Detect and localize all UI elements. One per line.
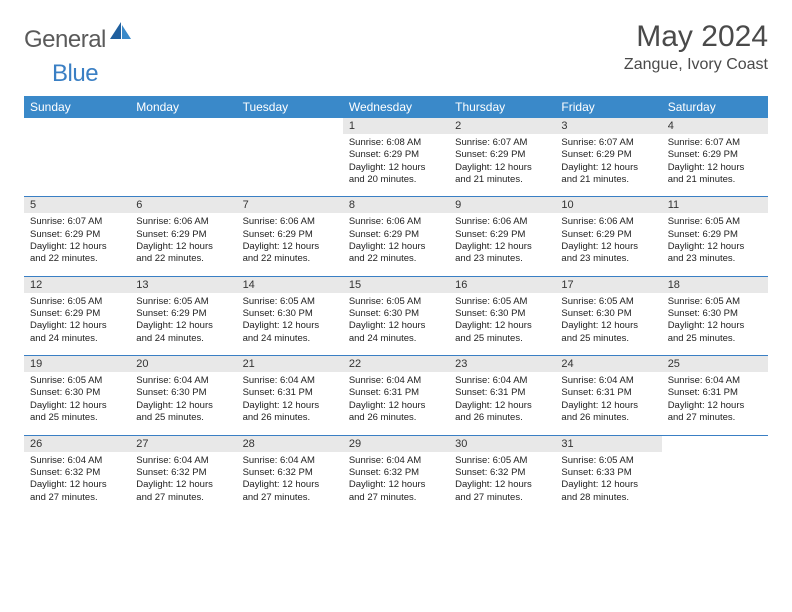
day-detail-row: Sunrise: 6:07 AMSunset: 6:29 PMDaylight:… — [24, 213, 768, 276]
day-number-cell: 18 — [662, 277, 768, 293]
day-detail-cell: Sunrise: 6:04 AMSunset: 6:30 PMDaylight:… — [130, 372, 236, 435]
day-number-cell: 3 — [555, 118, 661, 134]
day-detail-cell: Sunrise: 6:05 AMSunset: 6:29 PMDaylight:… — [24, 293, 130, 356]
day-number-cell: 28 — [237, 436, 343, 452]
day-detail-cell: Sunrise: 6:05 AMSunset: 6:30 PMDaylight:… — [555, 293, 661, 356]
day-number-cell: 19 — [24, 356, 130, 372]
day-detail-cell: Sunrise: 6:05 AMSunset: 6:30 PMDaylight:… — [343, 293, 449, 356]
day-header-sat: Saturday — [662, 96, 768, 118]
day-number-cell: 11 — [662, 197, 768, 213]
day-detail-cell — [130, 134, 236, 197]
day-detail-cell: Sunrise: 6:04 AMSunset: 6:31 PMDaylight:… — [555, 372, 661, 435]
day-number-cell: 8 — [343, 197, 449, 213]
day-number-cell: 10 — [555, 197, 661, 213]
day-detail-cell: Sunrise: 6:04 AMSunset: 6:31 PMDaylight:… — [449, 372, 555, 435]
day-detail-cell: Sunrise: 6:04 AMSunset: 6:32 PMDaylight:… — [237, 452, 343, 514]
day-number-cell — [662, 436, 768, 452]
day-detail-cell — [237, 134, 343, 197]
day-number-row: 262728293031 — [24, 436, 768, 452]
month-title: May 2024 — [624, 20, 768, 54]
day-number-cell: 21 — [237, 356, 343, 372]
day-header-thu: Thursday — [449, 96, 555, 118]
day-number-cell: 24 — [555, 356, 661, 372]
day-header-row: Sunday Monday Tuesday Wednesday Thursday… — [24, 96, 768, 118]
day-detail-cell: Sunrise: 6:06 AMSunset: 6:29 PMDaylight:… — [130, 213, 236, 276]
day-number-cell: 2 — [449, 118, 555, 134]
day-detail-cell — [24, 134, 130, 197]
day-number-row: 567891011 — [24, 197, 768, 213]
day-detail-cell: Sunrise: 6:05 AMSunset: 6:30 PMDaylight:… — [662, 293, 768, 356]
day-number-row: 19202122232425 — [24, 356, 768, 372]
day-detail-cell: Sunrise: 6:04 AMSunset: 6:31 PMDaylight:… — [662, 372, 768, 435]
day-detail-cell: Sunrise: 6:06 AMSunset: 6:29 PMDaylight:… — [343, 213, 449, 276]
day-number-cell: 13 — [130, 277, 236, 293]
day-detail-cell: Sunrise: 6:06 AMSunset: 6:29 PMDaylight:… — [237, 213, 343, 276]
day-detail-cell: Sunrise: 6:04 AMSunset: 6:32 PMDaylight:… — [24, 452, 130, 514]
calendar-table: Sunday Monday Tuesday Wednesday Thursday… — [24, 96, 768, 514]
day-number-cell: 6 — [130, 197, 236, 213]
day-detail-cell: Sunrise: 6:04 AMSunset: 6:31 PMDaylight:… — [343, 372, 449, 435]
logo-text-general: General — [24, 26, 106, 54]
day-detail-row: Sunrise: 6:08 AMSunset: 6:29 PMDaylight:… — [24, 134, 768, 197]
day-header-fri: Friday — [555, 96, 661, 118]
day-detail-cell: Sunrise: 6:06 AMSunset: 6:29 PMDaylight:… — [555, 213, 661, 276]
day-number-cell: 7 — [237, 197, 343, 213]
day-detail-cell: Sunrise: 6:05 AMSunset: 6:30 PMDaylight:… — [24, 372, 130, 435]
day-number-cell: 14 — [237, 277, 343, 293]
day-detail-cell: Sunrise: 6:06 AMSunset: 6:29 PMDaylight:… — [449, 213, 555, 276]
day-detail-cell: Sunrise: 6:04 AMSunset: 6:32 PMDaylight:… — [343, 452, 449, 514]
day-detail-cell: Sunrise: 6:05 AMSunset: 6:30 PMDaylight:… — [449, 293, 555, 356]
day-detail-cell: Sunrise: 6:04 AMSunset: 6:31 PMDaylight:… — [237, 372, 343, 435]
day-header-tue: Tuesday — [237, 96, 343, 118]
day-number-cell: 25 — [662, 356, 768, 372]
day-number-cell: 22 — [343, 356, 449, 372]
day-header-wed: Wednesday — [343, 96, 449, 118]
day-detail-row: Sunrise: 6:04 AMSunset: 6:32 PMDaylight:… — [24, 452, 768, 514]
day-detail-row: Sunrise: 6:05 AMSunset: 6:30 PMDaylight:… — [24, 372, 768, 435]
day-number-row: 1234 — [24, 118, 768, 134]
day-number-cell: 15 — [343, 277, 449, 293]
day-number-cell: 29 — [343, 436, 449, 452]
day-detail-cell: Sunrise: 6:08 AMSunset: 6:29 PMDaylight:… — [343, 134, 449, 197]
day-detail-row: Sunrise: 6:05 AMSunset: 6:29 PMDaylight:… — [24, 293, 768, 356]
day-number-cell: 5 — [24, 197, 130, 213]
logo: General — [24, 26, 132, 54]
day-number-row: 12131415161718 — [24, 277, 768, 293]
day-number-cell: 9 — [449, 197, 555, 213]
day-number-cell: 30 — [449, 436, 555, 452]
logo-blue-row: Blue — [24, 60, 768, 88]
day-number-cell: 23 — [449, 356, 555, 372]
day-detail-cell — [662, 452, 768, 514]
day-detail-cell: Sunrise: 6:07 AMSunset: 6:29 PMDaylight:… — [24, 213, 130, 276]
day-number-cell: 26 — [24, 436, 130, 452]
day-number-cell: 20 — [130, 356, 236, 372]
day-detail-cell: Sunrise: 6:05 AMSunset: 6:29 PMDaylight:… — [662, 213, 768, 276]
day-number-cell — [237, 118, 343, 134]
day-header-sun: Sunday — [24, 96, 130, 118]
day-detail-cell: Sunrise: 6:07 AMSunset: 6:29 PMDaylight:… — [449, 134, 555, 197]
day-detail-cell: Sunrise: 6:07 AMSunset: 6:29 PMDaylight:… — [555, 134, 661, 197]
day-detail-cell: Sunrise: 6:05 AMSunset: 6:29 PMDaylight:… — [130, 293, 236, 356]
day-number-cell: 31 — [555, 436, 661, 452]
day-number-cell: 27 — [130, 436, 236, 452]
day-detail-cell: Sunrise: 6:05 AMSunset: 6:32 PMDaylight:… — [449, 452, 555, 514]
day-detail-cell: Sunrise: 6:05 AMSunset: 6:30 PMDaylight:… — [237, 293, 343, 356]
day-detail-cell: Sunrise: 6:04 AMSunset: 6:32 PMDaylight:… — [130, 452, 236, 514]
day-number-cell: 17 — [555, 277, 661, 293]
day-number-cell: 1 — [343, 118, 449, 134]
logo-text-blue: Blue — [52, 60, 98, 87]
day-number-cell — [130, 118, 236, 134]
day-number-cell: 12 — [24, 277, 130, 293]
day-number-cell: 16 — [449, 277, 555, 293]
day-number-cell — [24, 118, 130, 134]
day-detail-cell: Sunrise: 6:07 AMSunset: 6:29 PMDaylight:… — [662, 134, 768, 197]
logo-sail-icon — [110, 22, 132, 45]
day-detail-cell: Sunrise: 6:05 AMSunset: 6:33 PMDaylight:… — [555, 452, 661, 514]
calendar-body: 1234Sunrise: 6:08 AMSunset: 6:29 PMDayli… — [24, 118, 768, 514]
day-header-mon: Monday — [130, 96, 236, 118]
day-number-cell: 4 — [662, 118, 768, 134]
